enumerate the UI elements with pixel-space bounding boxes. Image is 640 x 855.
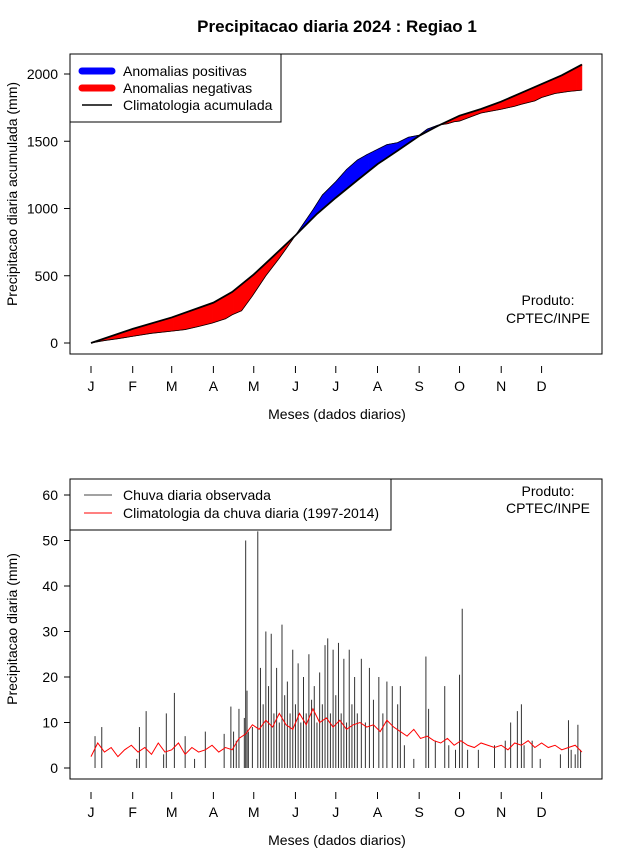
x-tick-label: N	[496, 804, 506, 820]
product-name-2: CPTEC/INPE	[506, 500, 590, 516]
legend-label-negative: Anomalias negativas	[123, 80, 252, 96]
daily-chart: 0 10 20 30 40 50 60 J F M A M J J A S O N D Precipitacao …	[4, 479, 602, 848]
legend-label-positive: Anomalias positivas	[123, 63, 247, 79]
x-tick-label: J	[88, 804, 95, 820]
legend-label-clim-daily: Climatologia da chuva diaria (1997-2014)	[123, 505, 379, 521]
legend-1: Anomalias positivas Anomalias negativas …	[70, 54, 281, 122]
product-label-2: Produto:	[522, 483, 575, 499]
x-tick-label: N	[496, 378, 506, 394]
y-axis-label-2: Precipitacao diaria (mm)	[4, 553, 20, 705]
x-tick-label: J	[292, 378, 299, 394]
x-tick-label: M	[166, 804, 178, 820]
x-tick-label: A	[209, 804, 219, 820]
y-tick-label: 10	[42, 715, 58, 731]
y-tick-label: 2000	[27, 66, 58, 82]
y-tick-label: 50	[42, 533, 58, 549]
x-tick-label: F	[128, 804, 137, 820]
y-tick-label: 60	[42, 487, 58, 503]
x-axis-label-1: Meses (dados diarios)	[268, 406, 406, 422]
x-tick-label: A	[373, 378, 383, 394]
x-tick-label: A	[209, 378, 219, 394]
x-tick-label: A	[373, 804, 383, 820]
y-tick-label: 0	[50, 335, 58, 351]
x-tick-label: M	[248, 804, 260, 820]
x-tick-label: J	[332, 804, 339, 820]
product-label-1: Produto:	[522, 292, 575, 308]
cumulative-chart: 0 500 1000 1500 2000 J F M A M J J A S O N D Precipitac…	[4, 54, 602, 422]
y-axis-label-1: Precipitacao diaria acumulada (mm)	[4, 82, 20, 306]
x-tick-label: J	[88, 378, 95, 394]
x-tick-label: O	[454, 378, 465, 394]
x-tick-label: O	[454, 804, 465, 820]
chart-title: Precipitacao diaria 2024 : Regiao 1	[197, 17, 477, 36]
x-tick-label: J	[332, 378, 339, 394]
x-axis-label-2: Meses (dados diarios)	[268, 832, 406, 848]
x-tick-label: D	[537, 378, 547, 394]
y-tick-label: 0	[50, 760, 58, 776]
x-tick-label: J	[292, 804, 299, 820]
y-tick-label: 30	[42, 624, 58, 640]
climatology-daily-line	[91, 709, 582, 757]
x-tick-label: M	[166, 378, 178, 394]
legend-2: Chuva diaria observada Climatologia da c…	[70, 479, 391, 530]
x-tick-label: S	[415, 378, 424, 394]
negative-anomaly-segment	[581, 65, 582, 91]
y-tick-label: 20	[42, 669, 58, 685]
daily-bars	[95, 531, 581, 768]
y-axis-1: 0 500 1000 1500 2000	[27, 66, 70, 351]
y-tick-label: 500	[35, 268, 59, 284]
legend-label-climatology: Climatologia acumulada	[123, 97, 273, 113]
product-name-1: CPTEC/INPE	[506, 310, 590, 326]
observed-cumulative-line	[91, 90, 582, 343]
y-axis-2: 0 10 20 30 40 50 60	[42, 487, 70, 776]
x-tick-label: S	[415, 804, 424, 820]
y-tick-label: 1000	[27, 201, 58, 217]
x-tick-label: M	[248, 378, 260, 394]
y-tick-label: 40	[42, 578, 58, 594]
x-tick-label: D	[537, 804, 547, 820]
x-tick-label: F	[128, 378, 137, 394]
legend-label-observed: Chuva diaria observada	[123, 487, 271, 503]
y-tick-label: 1500	[27, 133, 58, 149]
